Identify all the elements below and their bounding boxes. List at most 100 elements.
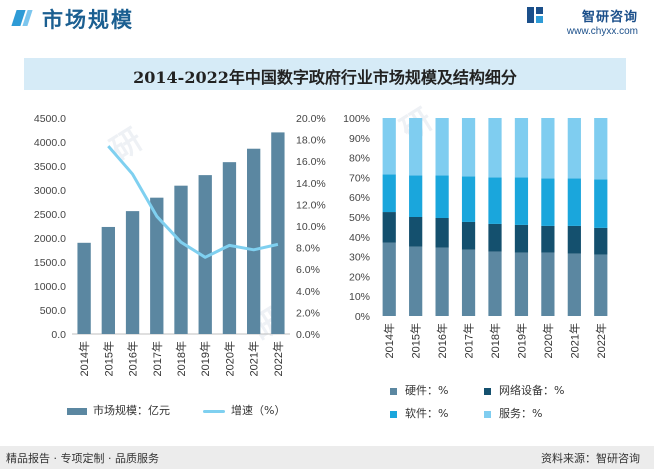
bar-segment-software — [514, 177, 529, 225]
bar-segment-network — [567, 225, 581, 254]
y-right-tick-label: 14.0% — [296, 178, 326, 190]
footer-source: 资料来源：智研咨询 — [541, 452, 640, 465]
legend-software-swatch — [390, 410, 397, 418]
x-tick-label: 2020年 — [541, 323, 555, 358]
footer: 精品报告 · 专项定制 · 品质服务 资料来源：智研咨询 — [0, 446, 654, 469]
bar-segment-network — [488, 223, 502, 252]
right-chart: 0% 10% 20% 30% 40% 50% 60% 70% 80% 90% 100% 2014年 20… — [343, 113, 608, 358]
header: 市场规模 智研咨询 www.chyxx.com — [0, 0, 654, 42]
bar-segment-hardware — [541, 252, 555, 316]
bar-segment-hardware — [594, 254, 608, 316]
y-tick-label: 20% — [349, 271, 370, 283]
bar-segment-service — [514, 118, 529, 178]
legend-market-size: 市场规模：亿元 — [67, 402, 170, 418]
y-tick-label: 0% — [355, 311, 370, 323]
x-tick-label: 2017年 — [150, 341, 164, 376]
legend-label: 市场规模：亿元 — [93, 404, 170, 417]
bar-market-size — [198, 175, 212, 334]
line-growth-rate — [107, 145, 279, 259]
bar-segment-service — [382, 118, 396, 175]
y-tick-label: 100% — [343, 113, 370, 125]
bar-market-size — [271, 132, 285, 334]
bar-segment-service — [594, 118, 608, 180]
bar-segment-network — [382, 212, 396, 243]
legend-label: 硬件：% — [405, 384, 449, 397]
y-left-tick-label: 1000.0 — [34, 281, 66, 293]
bar-segment-service — [409, 118, 423, 176]
bar-market-size — [77, 242, 91, 334]
bar-market-size — [101, 226, 115, 334]
bar-segment-hardware — [567, 253, 581, 316]
left-chart: 0.0 500.0 1000.0 1500.0 2000.0 2500.0 3000.0 35… — [34, 113, 326, 376]
x-tick-label: 2022年 — [594, 323, 608, 358]
x-tick-label: 2015年 — [101, 341, 115, 376]
bar-segment-hardware — [435, 247, 449, 316]
footer-tagline: 精品报告 · 专项定制 · 品质服务 — [6, 452, 159, 465]
x-tick-label: 2019年 — [514, 323, 528, 358]
x-tick-label: 2018年 — [174, 341, 188, 376]
bar-segment-hardware — [409, 246, 423, 316]
bar-segment-hardware — [461, 249, 476, 316]
x-tick-label: 2015年 — [409, 323, 423, 358]
brand-name: 智研咨询 — [581, 10, 638, 25]
y-left-tick-label: 2500.0 — [34, 209, 66, 221]
y-tick-label: 80% — [349, 153, 370, 165]
x-tick-label: 2020年 — [222, 341, 236, 376]
y-left-tick-label: 3500.0 — [34, 161, 66, 173]
y-left-tick-label: 2000.0 — [34, 233, 66, 245]
y-right-tick-label: 8.0% — [296, 243, 320, 255]
x-tick-label: 2022年 — [271, 341, 285, 376]
bar-segment-software — [409, 175, 423, 217]
bar-segment-network — [461, 221, 476, 250]
legend-hardware-swatch — [390, 387, 397, 395]
legend-label: 增速（%） — [231, 404, 286, 417]
legend-service: 服务：% — [484, 405, 542, 421]
bar-segment-hardware — [488, 251, 502, 316]
brand-url[interactable]: www.chyxx.com — [566, 26, 638, 37]
bar-segment-software — [488, 177, 502, 224]
chart-title: 2014-2022年中国数字政府行业市场规模及结构细分 — [133, 68, 517, 87]
y-left-tick-label: 4500.0 — [34, 113, 66, 125]
y-tick-label: 40% — [349, 232, 370, 244]
brand-block[interactable]: 智研咨询 www.chyxx.com — [527, 6, 638, 37]
y-tick-label: 70% — [349, 172, 370, 184]
legend-service-swatch — [484, 410, 491, 418]
bar-segment-network — [514, 224, 529, 253]
legend-line-swatch — [203, 409, 225, 413]
bar-segment-service — [488, 118, 502, 178]
bar-segment-software — [435, 175, 449, 218]
bar-segment-software — [461, 176, 476, 222]
x-tick-label: 2018年 — [488, 323, 502, 358]
bar-segment-network — [594, 227, 608, 255]
y-right-tick-label: 16.0% — [296, 156, 326, 168]
bar-segment-software — [567, 178, 581, 226]
y-right-tick-label: 20.0% — [296, 113, 326, 125]
y-left-tick-label: 4000.0 — [34, 137, 66, 149]
bar-segment-software — [541, 178, 555, 226]
bar-segment-software — [594, 179, 608, 228]
y-right-tick-label: 6.0% — [296, 264, 320, 276]
x-tick-label: 2016年 — [126, 341, 140, 376]
y-tick-label: 90% — [349, 133, 370, 145]
y-left-tick-label: 3000.0 — [34, 185, 66, 197]
x-tick-label: 2017年 — [462, 323, 476, 358]
bar-segment-network — [435, 217, 449, 248]
y-tick-label: 10% — [349, 291, 370, 303]
legend-label: 服务：% — [499, 407, 543, 420]
bar-market-size — [125, 211, 140, 334]
bar-segment-service — [541, 118, 555, 179]
bar-segment-hardware — [514, 252, 529, 316]
y-left-tick-label: 500.0 — [40, 305, 66, 317]
legend-label: 软件：% — [405, 407, 449, 420]
bar-segment-network — [409, 217, 423, 247]
y-right-tick-label: 0.0% — [296, 329, 320, 341]
x-tick-label: 2016年 — [435, 323, 449, 358]
bar-segment-software — [382, 174, 396, 213]
bar-segment-service — [461, 118, 476, 177]
y-right-tick-label: 10.0% — [296, 221, 326, 233]
bar-segment-service — [567, 118, 581, 179]
y-tick-label: 50% — [349, 212, 370, 224]
section-title: 市场规模 — [42, 8, 134, 32]
x-tick-label: 2019年 — [198, 341, 212, 376]
bar-market-size — [247, 148, 261, 334]
